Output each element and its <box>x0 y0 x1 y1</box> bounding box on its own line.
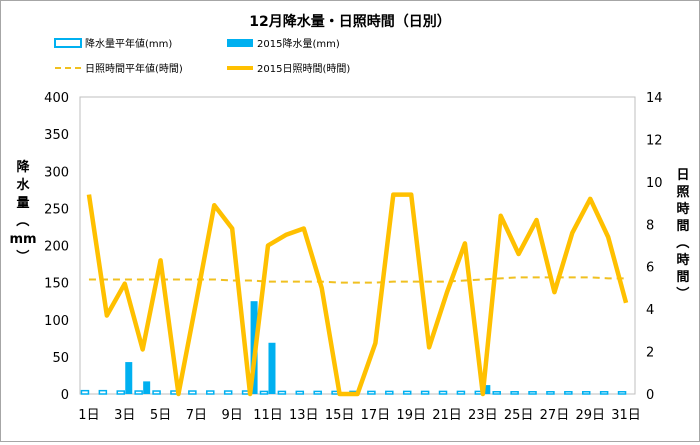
x-tick-label: 19日 <box>396 408 426 423</box>
left-axis-label-char: 降 <box>16 159 30 175</box>
left-tick-label: 0 <box>61 388 69 403</box>
normal-precip-bar <box>153 391 160 394</box>
sunshine-lines <box>89 194 626 394</box>
plot-area <box>80 97 635 394</box>
legend-label-2015-precip: 2015降水量(mm) <box>257 37 340 50</box>
normal-precip-bar <box>225 391 232 394</box>
right-tick-label: 2 <box>646 346 654 361</box>
precip-2015-bar <box>143 381 150 394</box>
precip-2015-bar <box>125 362 132 394</box>
legend-label-2015-sunshine: 2015日照時間(時間) <box>257 63 350 75</box>
x-tick-label: 5日 <box>150 408 171 423</box>
normal-precip-bar <box>601 392 608 394</box>
normal-sunshine-line <box>89 277 626 282</box>
normal-precip-bar <box>207 391 214 394</box>
right-axis-label: 日照時間（時間） <box>674 168 690 300</box>
legend-label-normal-precip: 降水量平年値(mm) <box>85 37 172 50</box>
x-tick-label: 23日 <box>468 408 498 423</box>
right-axis-ticks: 0 2 4 6 8 10 12 14 <box>646 91 663 403</box>
normal-precip-bar <box>583 392 590 394</box>
x-tick-label: 25日 <box>504 408 534 423</box>
normal-precip-bar <box>296 391 303 394</box>
right-axis-label-char: 時 <box>676 252 689 268</box>
left-tick-label: 250 <box>44 202 69 217</box>
left-axis-label-char: mm <box>9 232 36 247</box>
normal-precip-bar <box>422 391 429 394</box>
left-axis-label-char: 量 <box>16 196 29 211</box>
legend-label-normal-sunshine: 日照時間平年値(時間) <box>85 62 183 75</box>
right-axis-label-char: 間 <box>676 270 689 285</box>
normal-precip-bar <box>565 392 572 394</box>
normal-precip-bar <box>99 391 106 394</box>
left-tick-label: 50 <box>52 351 69 366</box>
normal-precip-bar <box>314 391 321 394</box>
right-tick-label: 12 <box>646 133 663 148</box>
normal-precip-bar <box>135 391 142 394</box>
right-tick-label: 4 <box>646 303 654 318</box>
left-axis-label-char: ） <box>14 249 30 262</box>
chart-title: 12月降水量・日照時間（日別） <box>249 13 450 30</box>
normal-precip-bar <box>404 391 411 394</box>
x-tick-label: 29日 <box>575 408 605 423</box>
right-tick-label: 14 <box>646 91 663 106</box>
x-tick-label: 13日 <box>289 408 319 423</box>
right-axis-label-char: 日 <box>676 168 689 183</box>
x-tick-label: 27日 <box>540 408 570 423</box>
left-tick-label: 200 <box>44 240 69 255</box>
x-tick-label: 15日 <box>325 408 355 423</box>
x-tick-label: 3日 <box>114 408 135 423</box>
left-axis-label-char: （ <box>14 213 30 226</box>
normal-precip-bar <box>117 391 124 394</box>
normal-precip-bar <box>547 392 554 394</box>
normal-precip-bar <box>511 392 518 394</box>
x-tick-label: 31日 <box>611 408 641 423</box>
right-tick-label: 6 <box>646 261 654 276</box>
normal-precip-bar <box>493 392 500 394</box>
right-tick-label: 8 <box>646 218 654 233</box>
legend-swatch-2015-precip <box>227 39 253 47</box>
normal-precip-bar <box>81 391 88 394</box>
legend-swatch-normal-precip <box>55 39 81 47</box>
normal-precip-bar <box>278 391 285 394</box>
x-tick-label: 1日 <box>78 408 99 423</box>
normal-precip-bar <box>189 391 196 394</box>
x-tick-label: 17日 <box>361 408 391 423</box>
sunshine-2015-line <box>89 195 626 394</box>
legend: 降水量平年値(mm) 2015降水量(mm) 日照時間平年値(時間) 2015日… <box>55 37 350 75</box>
precip-2015-bar <box>268 343 275 394</box>
left-tick-label: 400 <box>44 91 69 106</box>
right-axis-label-char: ） <box>674 286 690 299</box>
normal-precip-bar <box>457 391 464 394</box>
right-tick-label: 10 <box>646 176 663 191</box>
normal-precip-bar <box>440 391 447 394</box>
left-tick-label: 300 <box>44 165 69 180</box>
right-axis-label-char: 時 <box>676 201 689 217</box>
x-tick-label: 9日 <box>222 408 243 423</box>
left-axis-label-char: 水 <box>16 177 30 193</box>
normal-precip-bar <box>386 391 393 394</box>
left-axis-ticks: 0 50 100 150 200 250 300 350 400 <box>44 91 69 403</box>
right-axis-label-char: 照 <box>676 185 689 200</box>
right-axis-label-char: （ <box>674 235 690 248</box>
left-tick-label: 100 <box>44 314 69 329</box>
right-axis-label-char: 間 <box>676 219 689 234</box>
normal-precip-bar <box>368 391 375 394</box>
left-axis-label: 降水量 （ mm ） <box>9 159 36 263</box>
left-tick-label: 150 <box>44 277 69 292</box>
x-tick-label: 21日 <box>432 408 462 423</box>
x-tick-label: 11日 <box>253 408 283 423</box>
normal-precip-bar <box>619 392 626 394</box>
x-tick-label: 7日 <box>186 408 207 423</box>
normal-precip-bar <box>529 392 536 394</box>
left-tick-label: 350 <box>44 128 69 143</box>
right-tick-label: 0 <box>646 388 654 403</box>
x-axis-ticks: 1日 3日 5日 7日 9日 11日 13日 15日 17日 19日 21日 23日 25日 27日 29日… <box>78 408 641 423</box>
normal-precip-bar <box>260 391 267 394</box>
